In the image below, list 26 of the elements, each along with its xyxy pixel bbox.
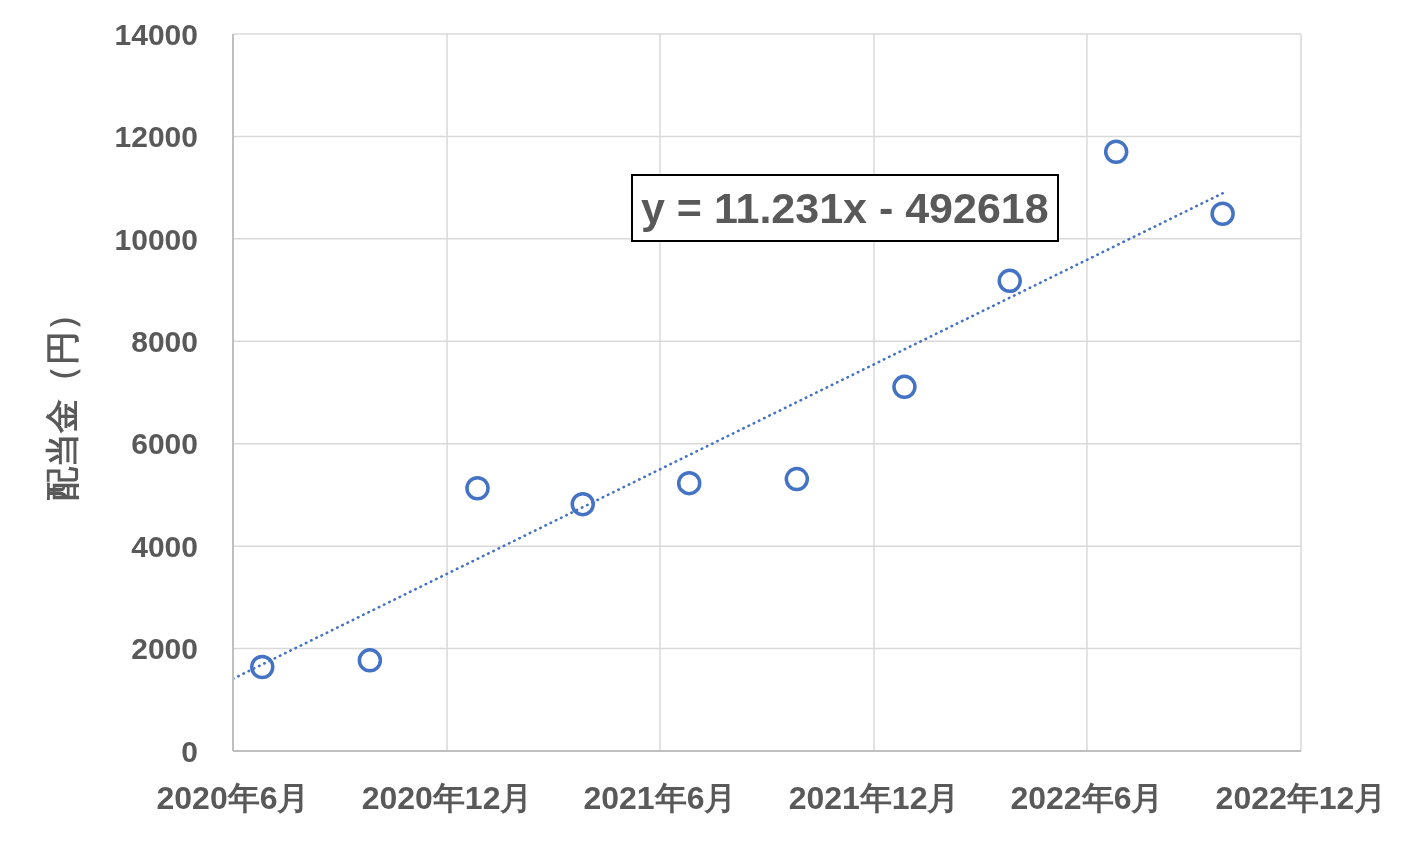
x-tick-label: 2020年12月 (361, 779, 533, 816)
y-tick-label: 6000 (131, 427, 198, 461)
point (570, 491, 596, 517)
x-tick-label: 2022年12月 (1215, 779, 1387, 816)
point (676, 470, 702, 496)
point (997, 268, 1022, 294)
point (892, 374, 917, 400)
y-tick-label: 10000 (114, 222, 198, 256)
point (784, 466, 810, 492)
point (465, 476, 490, 501)
x-tick-label: 2020年6月 (156, 779, 310, 816)
y-tick-label: 2000 (131, 632, 198, 666)
annotation: y = 11.231x - 492618 (631, 174, 1059, 242)
point (249, 654, 275, 680)
point (1103, 139, 1129, 165)
y-tick-label: 8000 (131, 324, 198, 358)
x-tick-label: 2021年6月 (583, 779, 737, 816)
y-tick-label: 12000 (114, 120, 198, 154)
y-tick-label: 14000 (114, 17, 198, 51)
y-axis-title: 配当金（円） (43, 296, 81, 501)
point (357, 648, 383, 673)
x-tick-label: 2021年12月 (788, 779, 960, 816)
x-tick-label: 2022年6月 (1010, 779, 1164, 816)
y-tick-label: 4000 (131, 529, 198, 563)
point (1210, 201, 1235, 227)
y-tick-label: 0 (181, 734, 198, 768)
